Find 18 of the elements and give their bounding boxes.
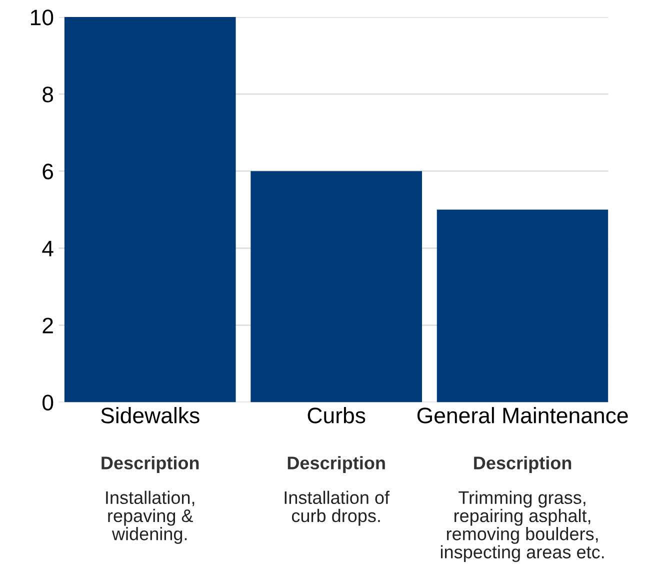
y-tick-label: 2	[42, 318, 53, 334]
bar	[250, 171, 422, 402]
x-tick-label: General Maintenance	[417, 407, 628, 424]
x-tick-label: Curbs	[308, 407, 366, 424]
text: Description	[102, 456, 199, 473]
bar	[64, 17, 236, 402]
y-tick-label: 4	[42, 240, 54, 256]
y-tick-label: 8	[42, 86, 54, 102]
y-tick-label: 0	[42, 394, 54, 410]
x-tick-label: Sidewalks	[101, 407, 200, 424]
y-tick-label: 6	[42, 164, 54, 180]
text: Trimming grass, repairing asphalt, removing boulders, inspecting areas etc.	[440, 490, 604, 562]
text: Description	[288, 456, 385, 473]
y-tick-label: 10	[30, 10, 54, 26]
bar	[436, 210, 608, 402]
text: Installation, repaving & widening.	[106, 490, 194, 544]
text: Description	[474, 456, 572, 473]
text: Installation of curb drops.	[284, 490, 390, 526]
